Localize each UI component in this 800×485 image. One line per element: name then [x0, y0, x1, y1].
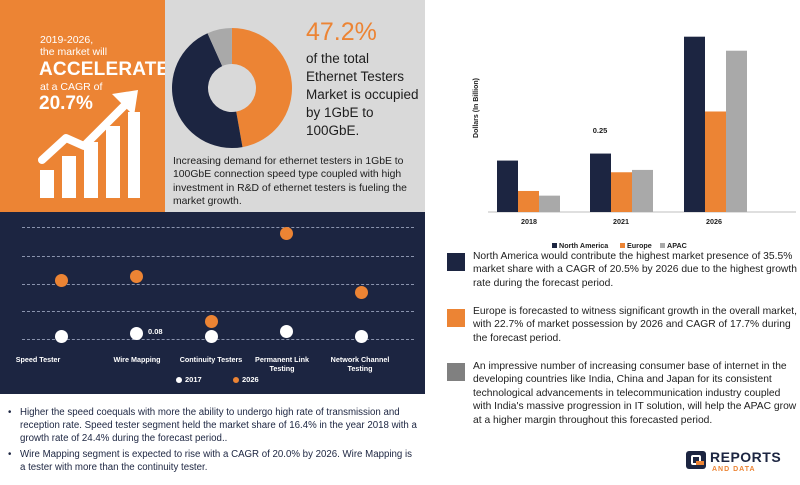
bar-apac-2021	[632, 169, 653, 212]
y-axis-label: Dollars (In Billion)	[473, 78, 480, 138]
dot-2026-1	[129, 269, 143, 283]
legend-swatch-north-america	[552, 243, 557, 248]
legend-label-europe: Europe	[627, 241, 652, 250]
segment-bullet-list: Higher the speed coequals with more the …	[8, 406, 418, 477]
dot-2026-0	[54, 274, 68, 288]
legend-label-north-america: North America	[559, 241, 609, 250]
regional-bar-chart: Dollars (In Billion) 2018 2021 2026 0.25	[473, 36, 796, 226]
category-label-speed-tester: Speed Tester	[15, 355, 61, 364]
period-text: 2019-2026, the market will	[40, 34, 108, 58]
dot-2026-4	[354, 285, 368, 299]
accelerate-text: ACCELERATE	[39, 59, 170, 80]
category-label-wire-mapping: Wire Mapping	[113, 355, 161, 364]
dot-annotation: 0.08	[148, 327, 163, 336]
legend-label-2026: 2026	[242, 375, 259, 384]
brand-sub: AND DATA	[712, 466, 756, 473]
dot-2017-0	[54, 329, 68, 343]
bullet-item: Higher the speed coequals with more the …	[8, 406, 418, 445]
growth-chart-icon	[38, 90, 140, 198]
dot-2017-2	[204, 330, 218, 344]
dot-2017-4	[354, 329, 368, 343]
category-label-network-channel: Network Channel Testing	[330, 355, 390, 373]
legend-dot-2026	[233, 377, 239, 383]
share-description: of the total Ethernet Testers Market is …	[306, 51, 419, 138]
bar-marks	[497, 36, 747, 213]
bar-apac-2018	[539, 195, 560, 212]
dot-chart-panel	[0, 212, 425, 394]
headline-panel: 2019-2026, the market will ACCELERATE at…	[0, 0, 169, 212]
grid-line	[22, 311, 414, 312]
share-note: Increasing demand for ethernet testers i…	[173, 156, 407, 208]
brand-logo-icon	[686, 451, 706, 469]
bar-north-america-2021	[590, 153, 611, 212]
cagr-value: 20.7%	[39, 93, 93, 114]
region-marker-north-america	[447, 253, 465, 271]
bar-europe-2026	[705, 111, 726, 212]
dot-2026-2	[204, 315, 218, 329]
legend-swatch-apac	[660, 243, 665, 248]
category-label-continuity-testers: Continuity Testers	[179, 355, 243, 364]
share-donut-chart	[171, 28, 293, 149]
x-tick-label-2018: 2018	[521, 217, 537, 226]
legend-label-2017: 2017	[185, 375, 202, 384]
donut-segment-rest	[171, 33, 243, 149]
bar-north-america-2018	[497, 160, 518, 212]
grid-line	[22, 227, 414, 228]
region-marker-europe	[447, 309, 465, 327]
bullet-item: Wire Mapping segment is expected to rise…	[8, 448, 418, 474]
brand-name: REPORTS	[710, 449, 782, 465]
cagr-prefix: at a CAGR of	[40, 81, 103, 93]
region-marker-apac	[447, 363, 465, 381]
bar-north-america-2026	[684, 36, 705, 212]
bar-annotation: 0.25	[593, 126, 608, 135]
legend-swatch-europe	[620, 243, 625, 248]
region-note-europe: Europe is forecasted to witness signific…	[473, 306, 797, 344]
legend-dot-2017	[176, 377, 182, 383]
x-tick-label-2026: 2026	[706, 217, 722, 226]
x-tick-label-2021: 2021	[613, 217, 629, 226]
legend-label-apac: APAC	[667, 241, 687, 250]
category-label-permanent-link: Permanent Link Testing	[255, 355, 309, 373]
donut-segment-other	[207, 28, 232, 67]
grid-line	[22, 339, 414, 340]
share-percent: 47.2%	[306, 18, 377, 46]
region-note-apac: An impressive number of increasing consu…	[473, 361, 797, 426]
dot-2017-1	[129, 326, 143, 340]
dot-2026-3	[279, 227, 293, 241]
grid-line	[22, 284, 414, 285]
donut-segment-share	[232, 28, 293, 148]
dot-2017-3	[279, 325, 293, 339]
region-note-north-america: North America would contribute the highe…	[473, 251, 797, 289]
grid-line	[22, 256, 414, 257]
bar-europe-2021	[611, 172, 632, 212]
bar-europe-2018	[518, 190, 539, 212]
bar-apac-2026	[726, 50, 747, 213]
